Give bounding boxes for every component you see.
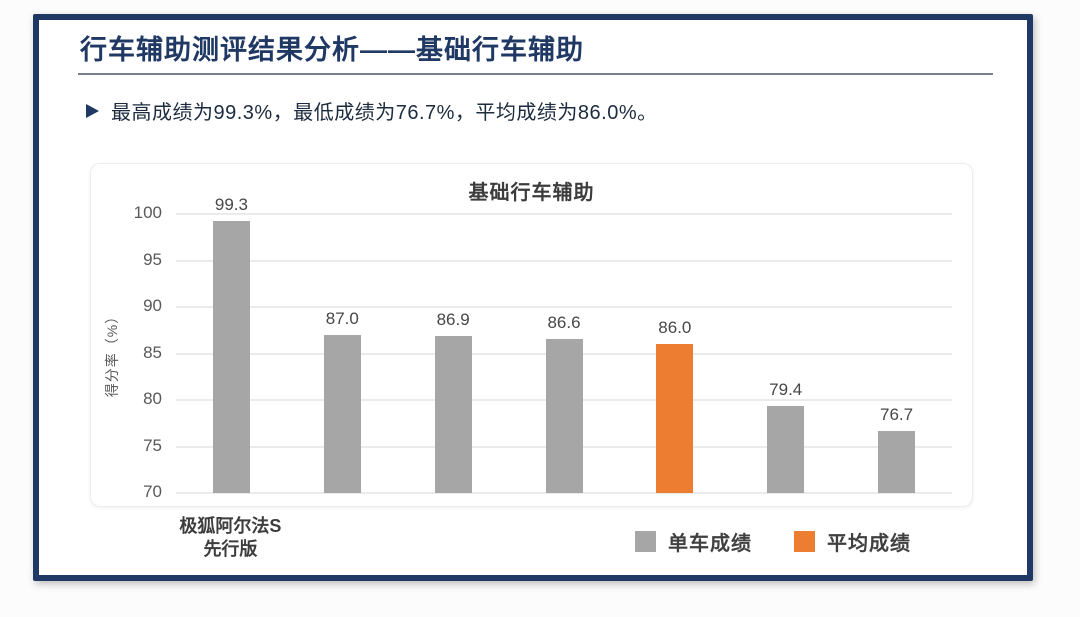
slide-content: 行车辅助测评结果分析——基础行车辅助 最高成绩为99.3%，最低成绩为76.7%… [39, 20, 1027, 575]
bar-value-label: 87.0 [325, 308, 359, 328]
chart-legend: 单车成绩 平均成绩 [635, 527, 911, 556]
slide-frame: 行车辅助测评结果分析——基础行车辅助 最高成绩为99.3%，最低成绩为76.7%… [33, 14, 1033, 581]
chart-title: 基础行车辅助 [468, 182, 595, 204]
gridline [176, 259, 952, 262]
bar-单车成绩 [878, 430, 916, 493]
y-tick-label: 95 [143, 249, 162, 269]
gridline [176, 492, 952, 494]
bar-value-label: 86.9 [436, 309, 470, 329]
gridline [176, 306, 952, 308]
summary-text: 最高成绩为99.3%，最低成绩为76.7%，平均成绩为86.0%。 [111, 102, 658, 124]
plot-area: 99.3 87.0 86.9 86.6 86.0 79.4 76.7 [176, 195, 952, 494]
bar-value-label: 76.7 [880, 404, 914, 424]
bar-单车成绩 [434, 335, 472, 493]
legend-swatch-icon [635, 531, 656, 552]
x-axis-category-labels: 极狐阿尔法S 先行版 [175, 515, 951, 565]
legend-label: 单车成绩 [668, 533, 752, 555]
bar-单车成绩 [323, 334, 361, 493]
legend-swatch-icon [794, 531, 815, 552]
legend-label: 平均成绩 [827, 533, 911, 555]
bar-value-label: 99.3 [214, 194, 248, 214]
y-tick-label: 85 [143, 342, 162, 362]
y-tick-label: 80 [143, 389, 162, 408]
bar-value-label: 86.0 [658, 318, 692, 338]
y-tick-label: 75 [143, 435, 162, 455]
y-tick-label: 100 [133, 203, 162, 222]
category-label: 极狐阿尔法S 先行版 [145, 515, 315, 561]
y-tick-label: 90 [143, 296, 162, 315]
summary-bullet-row: 最高成绩为99.3%，最低成绩为76.7%，平均成绩为86.0%。 [86, 96, 658, 125]
bar-value-label: 86.6 [547, 312, 581, 332]
gridline [176, 213, 952, 215]
bar-value-label: 79.4 [769, 379, 803, 399]
legend-item: 平均成绩 [794, 527, 911, 556]
bar-单车成绩 [767, 405, 805, 493]
bullet-arrow-icon [86, 103, 99, 118]
y-tick-label: 70 [143, 482, 162, 501]
category-label-line: 先行版 [203, 539, 258, 559]
bar-单车成绩 [212, 220, 250, 493]
title-divider [78, 73, 993, 75]
bar-平均成绩 [656, 344, 694, 493]
page-title: 行车辅助测评结果分析——基础行车辅助 [80, 35, 584, 65]
legend-item: 单车成绩 [635, 527, 752, 556]
bar-单车成绩 [545, 338, 583, 493]
category-label-line: 极狐阿尔法S [179, 516, 282, 536]
chart-card: 基础行车辅助 得分率（%） 70 75 80 85 90 95 100 99.3 87.0 86… [90, 163, 973, 507]
